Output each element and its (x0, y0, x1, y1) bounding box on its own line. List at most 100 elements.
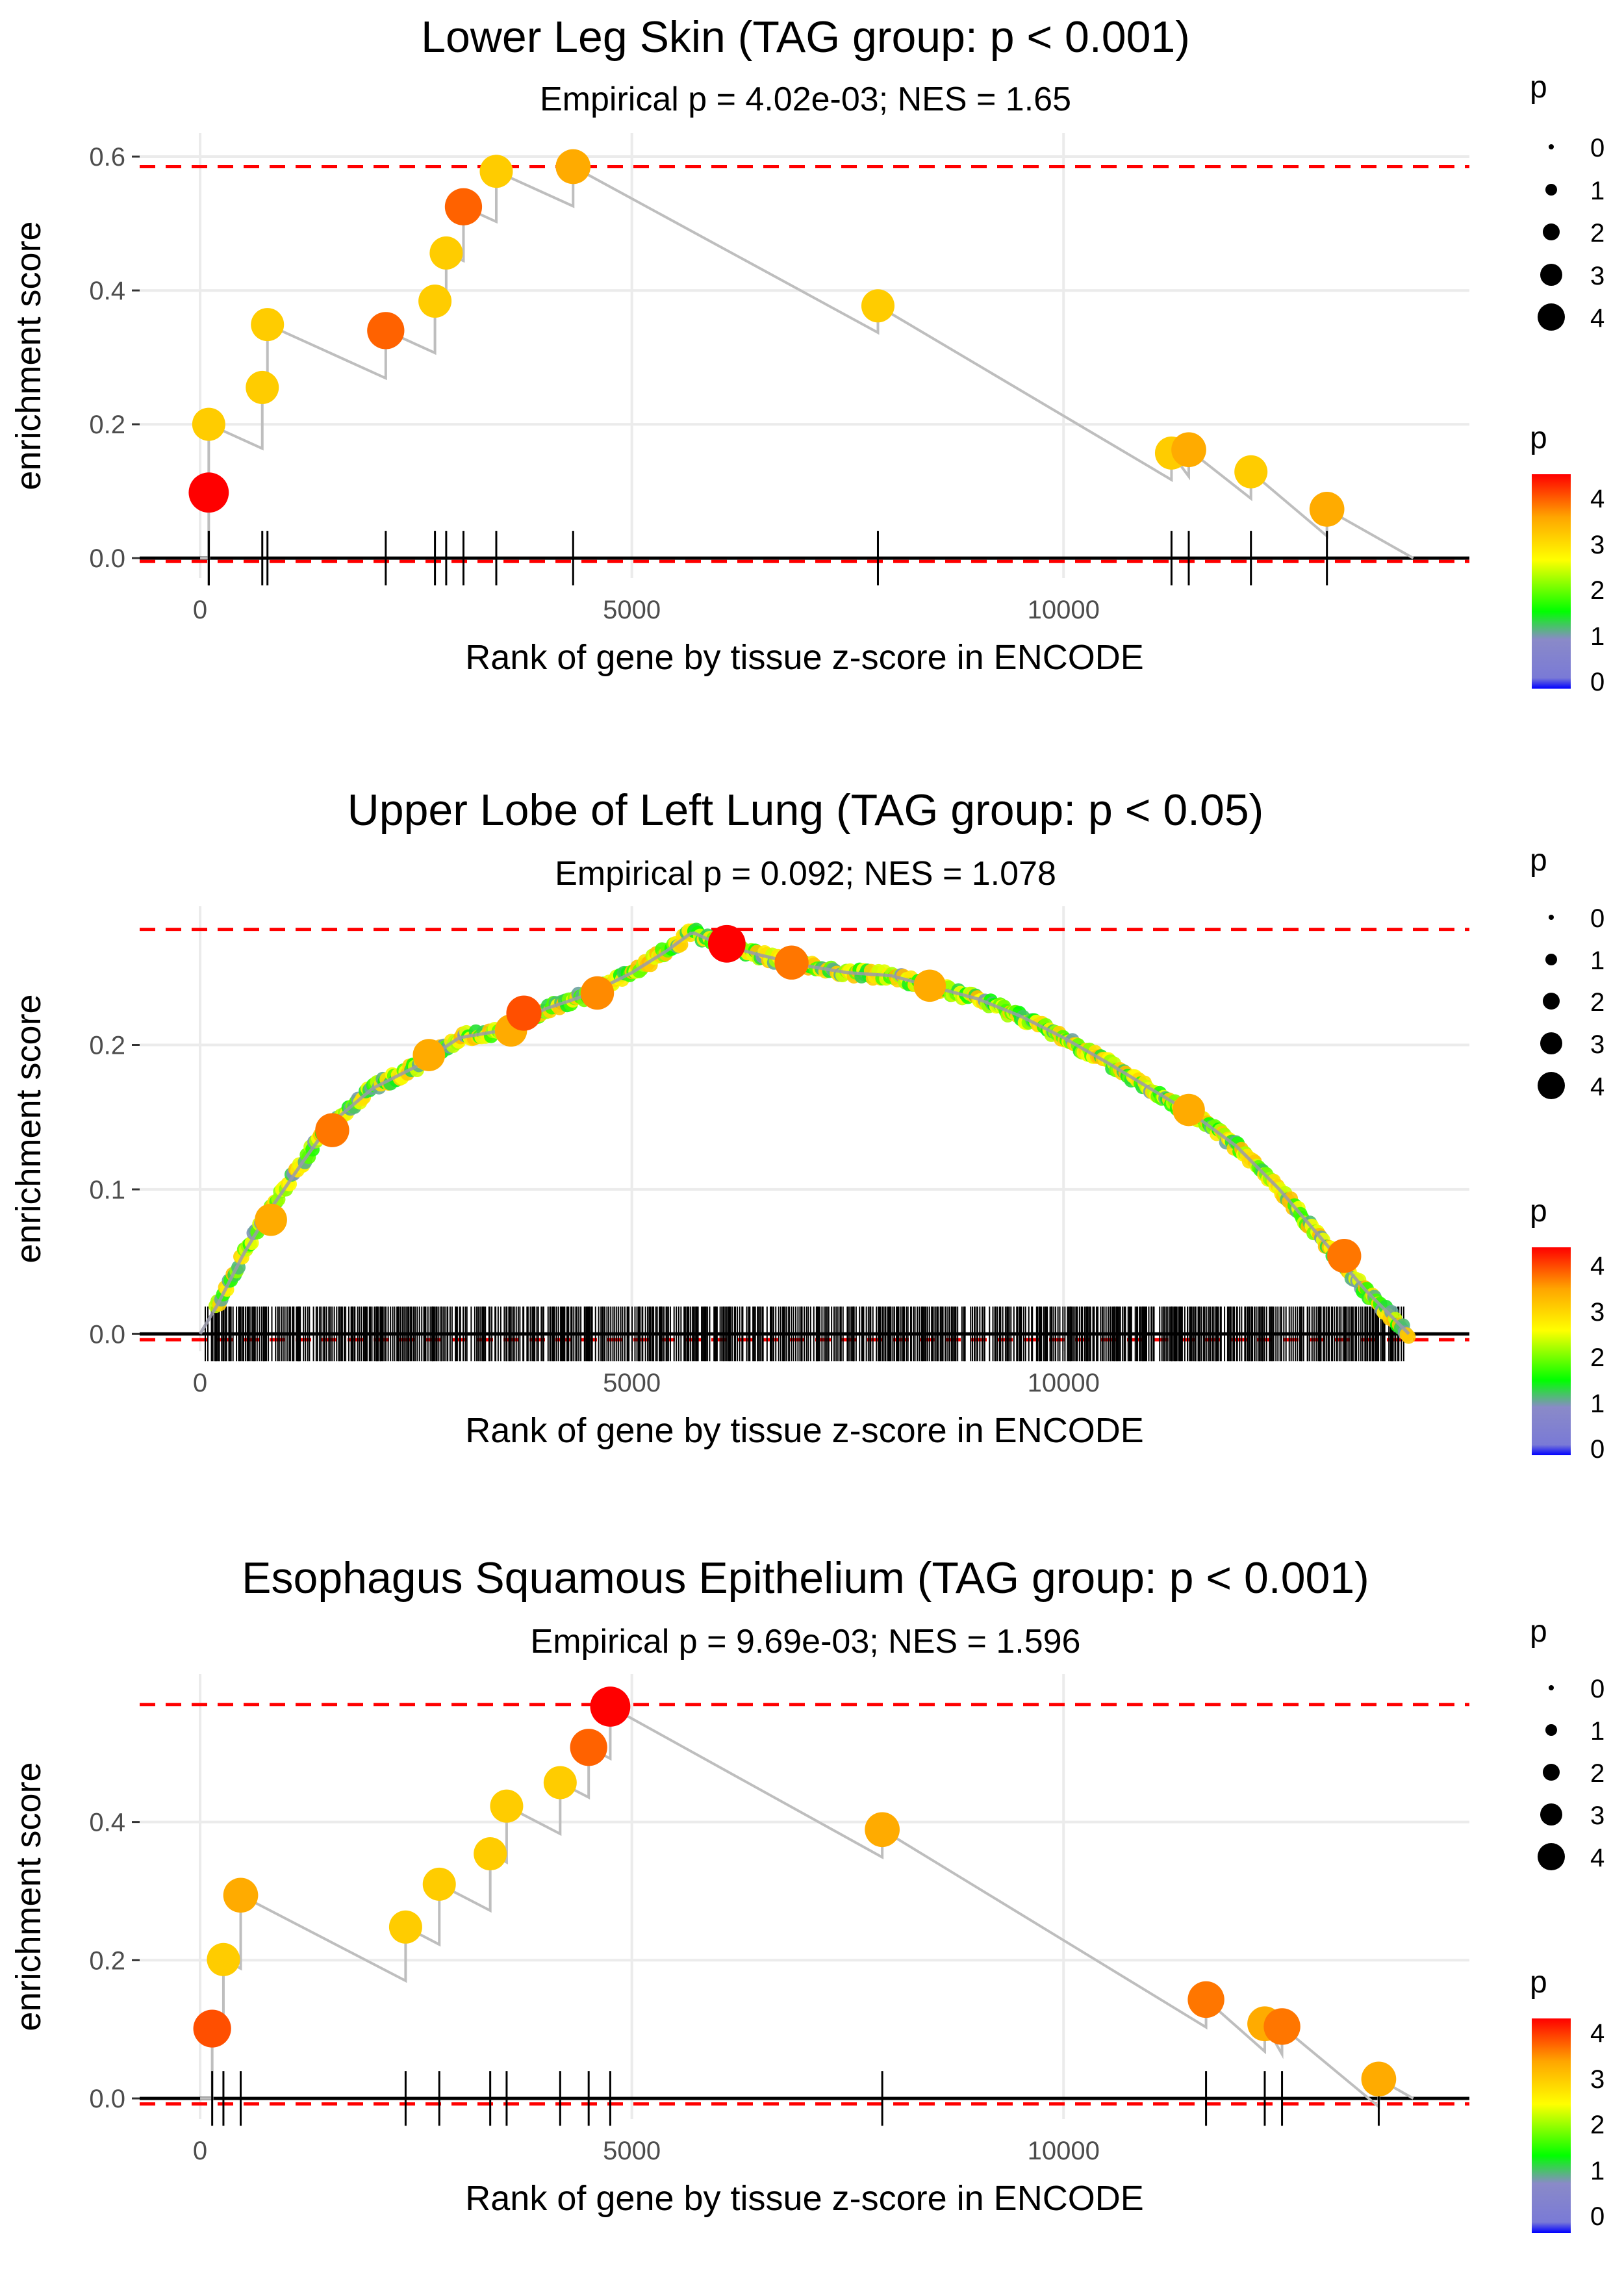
size-label-2: 2 (1590, 219, 1605, 248)
size-key-3 (1540, 1032, 1562, 1054)
data-point (192, 407, 225, 441)
y-tick-label: 0.0 (89, 544, 125, 573)
panel-3-size-legend: p 0 1 2 3 4 (1530, 1614, 1605, 1872)
size-label-4: 4 (1590, 1073, 1605, 1101)
data-point (193, 2009, 231, 2048)
hit-ticks (207, 531, 1328, 586)
data-point (1187, 1981, 1224, 2018)
x-tick-label: 0 (193, 2137, 207, 2165)
x-tick-label: 5000 (603, 1369, 661, 1397)
color-label-1: 1 (1590, 2157, 1605, 2185)
size-label-3: 3 (1590, 1801, 1605, 1830)
color-label-4: 4 (1590, 485, 1605, 513)
data-point (490, 1789, 524, 1823)
data-point (444, 188, 483, 225)
size-legend-title: p (1530, 70, 1547, 105)
data-point (913, 969, 946, 1002)
data-point (1171, 432, 1206, 468)
panel-2-subtitle: Empirical p = 0.092; NES = 1.078 (555, 855, 1056, 893)
data-point (474, 1837, 507, 1871)
data-point (315, 1113, 349, 1147)
x-tick-label: 10000 (1028, 2137, 1100, 2165)
data-point (207, 1942, 240, 1976)
size-label-4: 4 (1590, 304, 1605, 333)
data-point (774, 945, 809, 980)
panel-3-title: Esophagus Squamous Epithelium (TAG group… (242, 1553, 1369, 1603)
size-label-1: 1 (1590, 177, 1605, 205)
data-point (506, 995, 542, 1031)
data-point (412, 1039, 446, 1071)
x-tick-label: 0 (193, 596, 207, 624)
color-label-4: 4 (1590, 1252, 1605, 1280)
color-label-4: 4 (1590, 2019, 1605, 2048)
data-point (422, 1867, 456, 1901)
y-axis-label: enrichment score (9, 221, 48, 490)
y-tick-label: 0.4 (89, 1809, 125, 1837)
panel-1-subtitle: Empirical p = 4.02e-03; NES = 1.65 (540, 81, 1071, 118)
panel-2-size-legend: p 0 1 2 3 4 (1530, 843, 1605, 1101)
color-legend-title: p (1530, 1965, 1547, 2000)
y-tick-label: 0.2 (89, 1946, 125, 1975)
size-key-0 (1549, 144, 1554, 149)
color-legend-title: p (1530, 421, 1547, 455)
running-sum-curve (200, 164, 1414, 560)
panel-3-subtitle: Empirical p = 9.69e-03; NES = 1.596 (531, 1623, 1081, 1660)
color-label-2: 2 (1590, 1343, 1605, 1372)
size-key-4 (1538, 303, 1565, 331)
size-legend-title: p (1530, 1614, 1547, 1649)
x-axis-label: Rank of gene by tissue z-score in ENCODE (465, 2179, 1143, 2218)
panel-3-plot: 0.0 0.2 0.4 0 5000 10000 Rank of gene by tissu… (9, 1674, 1469, 2218)
data-point (590, 1686, 631, 1727)
data-point (1263, 2008, 1300, 2045)
panel-1-title: Lower Leg Skin (TAG group: p < 0.001) (421, 12, 1190, 62)
color-label-3: 3 (1590, 2065, 1605, 2094)
color-bar (1532, 2018, 1571, 2233)
data-point (479, 155, 513, 188)
data-point (1234, 455, 1268, 489)
color-label-2: 2 (1590, 2111, 1605, 2139)
data-point (707, 924, 746, 963)
panel-1: Lower Leg Skin (TAG group: p < 0.001) Em… (9, 12, 1605, 696)
size-key-3 (1540, 1803, 1562, 1825)
x-tick-label: 10000 (1028, 1369, 1100, 1397)
color-label-2: 2 (1590, 576, 1605, 605)
size-key-0 (1549, 1685, 1554, 1690)
panel-3-color-legend: p 4 3 2 1 0 (1530, 1965, 1605, 2233)
y-tick-label: 0.0 (89, 2085, 125, 2113)
color-legend-title: p (1530, 1194, 1547, 1228)
data-point (555, 149, 591, 184)
panel-1-size-legend: p 0 1 2 3 4 (1530, 70, 1605, 333)
running-sum-curve (208, 922, 1416, 1344)
gridlines (140, 1674, 1469, 2119)
data-point (861, 289, 894, 323)
data-point (246, 370, 279, 404)
panel-1-plot: 0.0 0.2 0.4 0.6 0 5000 10000 Rank of gene by ti… (9, 133, 1469, 677)
data-point (1173, 1093, 1205, 1126)
data-point (429, 236, 463, 270)
color-bar (1532, 1247, 1571, 1455)
panel-2-color-legend: p 4 3 2 1 0 (1530, 1194, 1605, 1464)
size-key-0 (1549, 915, 1554, 920)
running-sum-curve (200, 1704, 1414, 2110)
data-point (367, 312, 405, 350)
size-key-1 (1545, 954, 1557, 965)
data-point (580, 976, 615, 1010)
size-key-1 (1545, 184, 1557, 196)
panel-2-plot: 0.0 0.1 0.2 0 5000 10000 Rank of gene by tissu… (9, 906, 1469, 1450)
color-label-3: 3 (1590, 531, 1605, 559)
size-label-3: 3 (1590, 1030, 1605, 1059)
y-tick-label: 0.2 (89, 411, 125, 439)
color-label-0: 0 (1590, 2202, 1605, 2231)
size-label-4: 4 (1590, 1844, 1605, 1872)
data-point (1327, 1239, 1362, 1273)
size-key-1 (1545, 1724, 1557, 1736)
data-point (418, 285, 452, 318)
x-axis-label: Rank of gene by tissue z-score in ENCODE (465, 1411, 1143, 1450)
panel-2-title: Upper Lobe of Left Lung (TAG group: p < … (348, 785, 1264, 835)
size-label-2: 2 (1590, 1759, 1605, 1788)
data-point (1361, 2061, 1397, 2097)
data-point (1309, 492, 1345, 527)
data-point (388, 1910, 422, 1944)
size-label-1: 1 (1590, 1717, 1605, 1746)
